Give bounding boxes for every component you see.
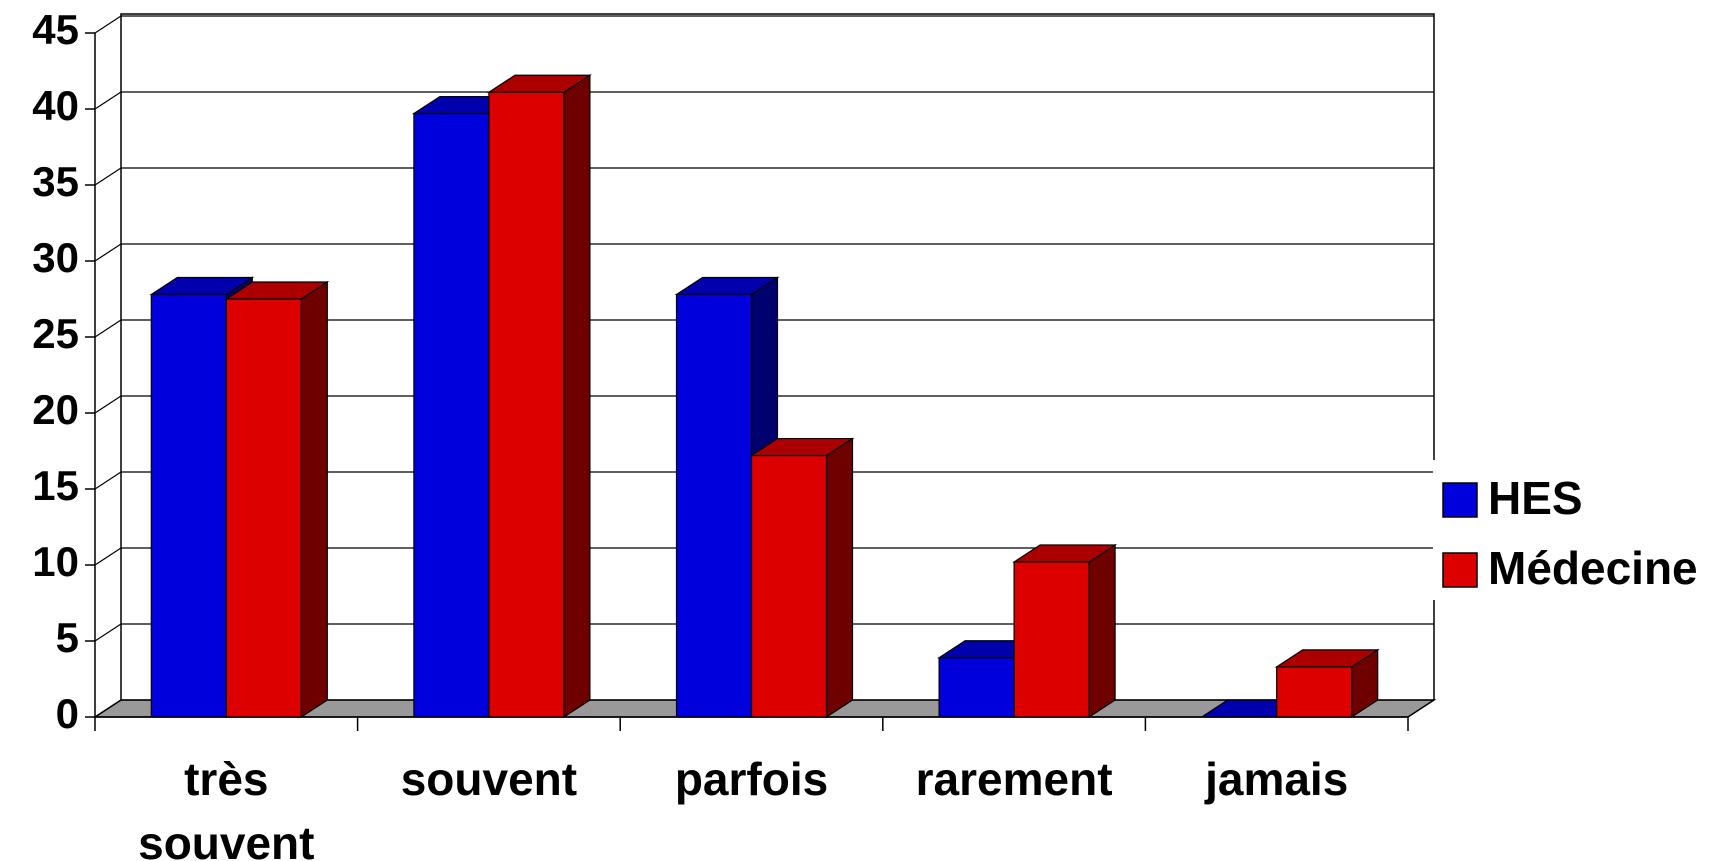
grid-side	[94, 623, 122, 642]
x-tick-label: souvent	[400, 753, 578, 805]
bar-side	[300, 280, 328, 719]
bar	[1276, 666, 1353, 718]
legend-box	[1433, 460, 1726, 600]
x-tick-label: jamais	[1205, 753, 1349, 805]
bar	[225, 298, 302, 718]
grid-side	[94, 243, 122, 262]
grid-side	[94, 471, 122, 490]
legend-label: HES	[1488, 472, 1583, 524]
legend-label: Médecine	[1488, 542, 1698, 594]
bar	[938, 657, 1015, 718]
y-tick-label: 20	[32, 386, 79, 433]
bar	[675, 293, 753, 718]
bar-side	[563, 74, 591, 719]
back-wall	[120, 13, 1435, 700]
grid-side	[94, 91, 122, 110]
y-tick-label: 5	[56, 614, 79, 661]
x-tick-label: très souvent	[138, 753, 315, 861]
x-tick-label: rarement	[915, 753, 1113, 805]
bar-side	[1088, 543, 1116, 719]
y-tick-label: 0	[56, 690, 79, 737]
y-tick-label: 15	[32, 462, 79, 509]
y-tick-label: 25	[32, 310, 79, 357]
grid-side	[94, 395, 122, 414]
bar	[150, 293, 227, 718]
grid-side	[94, 699, 122, 718]
grid-side	[94, 319, 122, 338]
bar	[1013, 561, 1090, 718]
y-tick-label: 10	[32, 538, 79, 585]
bar	[413, 112, 490, 718]
bar-side	[825, 437, 854, 719]
grid-side	[94, 15, 122, 34]
x-tick-label: parfois	[674, 753, 829, 805]
grid-side	[94, 547, 122, 566]
legend-swatch	[1442, 552, 1478, 588]
bar	[488, 91, 565, 718]
y-tick-label: 40	[32, 82, 79, 129]
y-tick-label: 45	[32, 6, 79, 53]
legend-swatch	[1442, 482, 1478, 518]
y-tick-label: 35	[32, 158, 79, 205]
y-tick-label: 30	[32, 234, 79, 281]
grid-side	[94, 167, 122, 186]
bar	[750, 454, 828, 718]
